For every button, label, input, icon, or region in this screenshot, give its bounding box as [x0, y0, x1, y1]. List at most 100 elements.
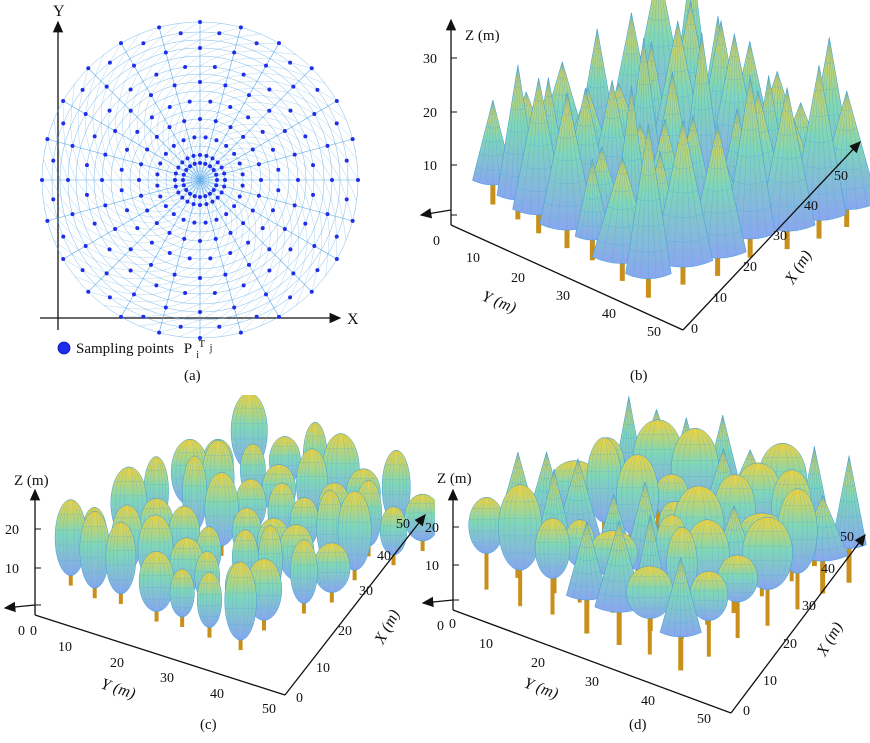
- mesh-edge: [176, 112, 183, 124]
- sampling-point: [198, 203, 202, 207]
- mesh-edge: [109, 92, 113, 111]
- sampling-point: [61, 257, 66, 261]
- mesh-edge: [86, 165, 95, 181]
- mesh-edge: [95, 80, 102, 100]
- trunk: [329, 588, 334, 603]
- mesh-edge: [210, 247, 219, 259]
- mesh-edge: [188, 258, 201, 269]
- crown-mesh: [566, 521, 587, 596]
- sampling-point: [325, 143, 330, 148]
- mesh-edge: [169, 115, 174, 128]
- mesh-edge: [131, 219, 145, 223]
- mesh-edge: [250, 193, 257, 204]
- mesh-edge: [199, 302, 217, 313]
- sampling-point: [172, 83, 177, 88]
- mesh-edge: [139, 171, 149, 181]
- sampling-point: [203, 161, 208, 166]
- mesh-edge: [111, 191, 124, 201]
- mesh-edge: [168, 217, 179, 222]
- sampling-point: [277, 41, 281, 46]
- mesh-edge: [206, 221, 212, 232]
- tree: [625, 123, 672, 298]
- mesh-edge: [314, 132, 328, 146]
- sampling-point: [256, 193, 261, 198]
- sampling-point: [141, 41, 146, 46]
- mesh-edge: [165, 179, 176, 184]
- tree: [138, 550, 175, 622]
- crown-mesh: [228, 561, 253, 641]
- sampling-point: [184, 187, 189, 192]
- crown-mesh: [682, 119, 713, 261]
- sampling-point: [61, 234, 66, 239]
- mesh-edge: [47, 220, 64, 237]
- mesh-edge: [199, 82, 213, 92]
- mesh-edge: [234, 94, 250, 98]
- x-axis: [682, 141, 861, 331]
- mesh-edge: [208, 183, 215, 189]
- mesh-edge: [240, 81, 258, 83]
- sampling-point: [212, 291, 217, 296]
- sampling-point: [191, 153, 196, 158]
- mesh-edge: [252, 88, 270, 90]
- mesh-edge: [310, 245, 315, 266]
- mesh-edge: [165, 256, 180, 263]
- crown-mesh: [777, 87, 788, 232]
- mesh-edge: [192, 174, 197, 179]
- mesh-edge: [114, 290, 135, 295]
- mesh-edge: [255, 137, 269, 141]
- z-axis-label: Z (m): [437, 471, 472, 487]
- mesh-edge: [273, 51, 297, 55]
- sampling-point: [66, 178, 70, 182]
- sampling-point: [247, 93, 251, 98]
- y-tick-10: 10: [466, 251, 480, 266]
- mesh-edge: [140, 256, 156, 258]
- sampling-point: [267, 87, 272, 92]
- sampling-point: [267, 247, 272, 252]
- mesh-edge: [236, 301, 251, 316]
- sampling-point: [61, 121, 66, 126]
- mesh-edge: [129, 125, 132, 141]
- mesh-edge: [144, 137, 148, 150]
- crown-mesh: [725, 33, 735, 174]
- sampling-point: [228, 125, 233, 130]
- mesh-edge: [148, 186, 159, 192]
- mesh-edge: [199, 310, 218, 321]
- mesh-edge: [135, 81, 144, 96]
- x-axis-label: X (m): [781, 248, 815, 288]
- sampling-point: [228, 230, 233, 235]
- mesh-edge: [276, 159, 289, 169]
- y-axis-label: Y (m): [99, 676, 138, 703]
- mesh-edge: [109, 217, 124, 225]
- mesh-edge: [280, 75, 300, 82]
- mesh-edge: [94, 193, 106, 206]
- mesh-edge: [43, 200, 58, 219]
- mesh-edge: [217, 44, 237, 50]
- mesh-edge: [311, 270, 318, 292]
- crown-mesh: [592, 158, 599, 241]
- mesh-edge: [327, 145, 339, 162]
- mesh-edge: [205, 167, 213, 174]
- mesh-edge: [269, 170, 280, 181]
- mesh-edge: [145, 95, 152, 110]
- crown-mesh: [809, 65, 820, 222]
- legend-marker: [57, 341, 71, 355]
- y-tick-30: 30: [160, 671, 174, 686]
- sampling-point: [224, 143, 229, 148]
- mesh-edge: [260, 308, 275, 327]
- mesh-edge: [129, 301, 150, 303]
- mesh-edge: [191, 177, 197, 180]
- crown-mesh: [503, 484, 537, 571]
- x-axis: [284, 513, 426, 696]
- tree: [204, 471, 239, 556]
- mesh-edge: [137, 131, 140, 146]
- mesh-edge: [287, 92, 305, 100]
- x-axis-label: X (m): [371, 607, 403, 648]
- crown-mesh: [109, 521, 133, 595]
- mesh-edge: [319, 212, 323, 231]
- mesh-edge: [61, 198, 73, 215]
- tree: [290, 539, 318, 614]
- z-tick-10: 10: [5, 562, 19, 577]
- mesh-edge: [119, 260, 136, 265]
- mesh-edge: [197, 171, 199, 177]
- mesh-edge: [139, 322, 162, 327]
